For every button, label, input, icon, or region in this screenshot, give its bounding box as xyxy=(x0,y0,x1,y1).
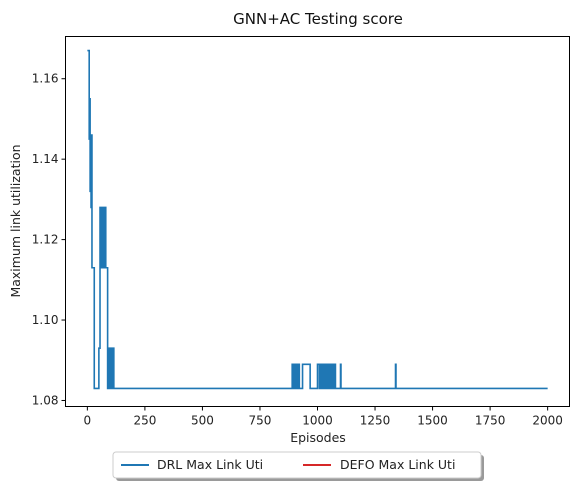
legend-label-defo: DEFO Max Link Uti xyxy=(340,457,455,472)
x-tick-label: 2000 xyxy=(532,414,563,428)
y-tick-label: 1.16 xyxy=(32,72,59,86)
x-axis: 0 250 500 750 1000 1250 1500 1750 2000 xyxy=(84,406,563,428)
y-axis-label: Maximum link utilization xyxy=(8,144,23,297)
y-tick-label: 1.08 xyxy=(32,393,59,407)
x-tick-label: 250 xyxy=(133,414,156,428)
legend-box xyxy=(112,451,482,479)
series-line-drl xyxy=(87,49,548,390)
x-tick-label: 1750 xyxy=(475,414,506,428)
legend: DRL Max Link Uti DEFO Max Link Uti xyxy=(112,451,484,481)
y-tick-label: 1.12 xyxy=(32,233,59,247)
chart-title: GNN+AC Testing score xyxy=(233,10,403,28)
x-axis-label: Episodes xyxy=(290,430,346,445)
y-tick-label: 1.14 xyxy=(32,152,59,166)
x-tick-label: 0 xyxy=(84,414,92,428)
y-tick-label: 1.10 xyxy=(32,313,59,327)
x-tick-label: 1250 xyxy=(360,414,391,428)
x-tick-label: 750 xyxy=(249,414,272,428)
legend-label-drl: DRL Max Link Uti xyxy=(157,457,263,472)
plot-area xyxy=(87,49,548,390)
axes-frame xyxy=(65,36,570,407)
x-tick-label: 500 xyxy=(191,414,214,428)
x-tick-label: 1500 xyxy=(417,414,448,428)
x-tick-label: 1000 xyxy=(302,414,333,428)
y-axis: 1.08 1.10 1.12 1.14 1.16 xyxy=(32,72,66,407)
